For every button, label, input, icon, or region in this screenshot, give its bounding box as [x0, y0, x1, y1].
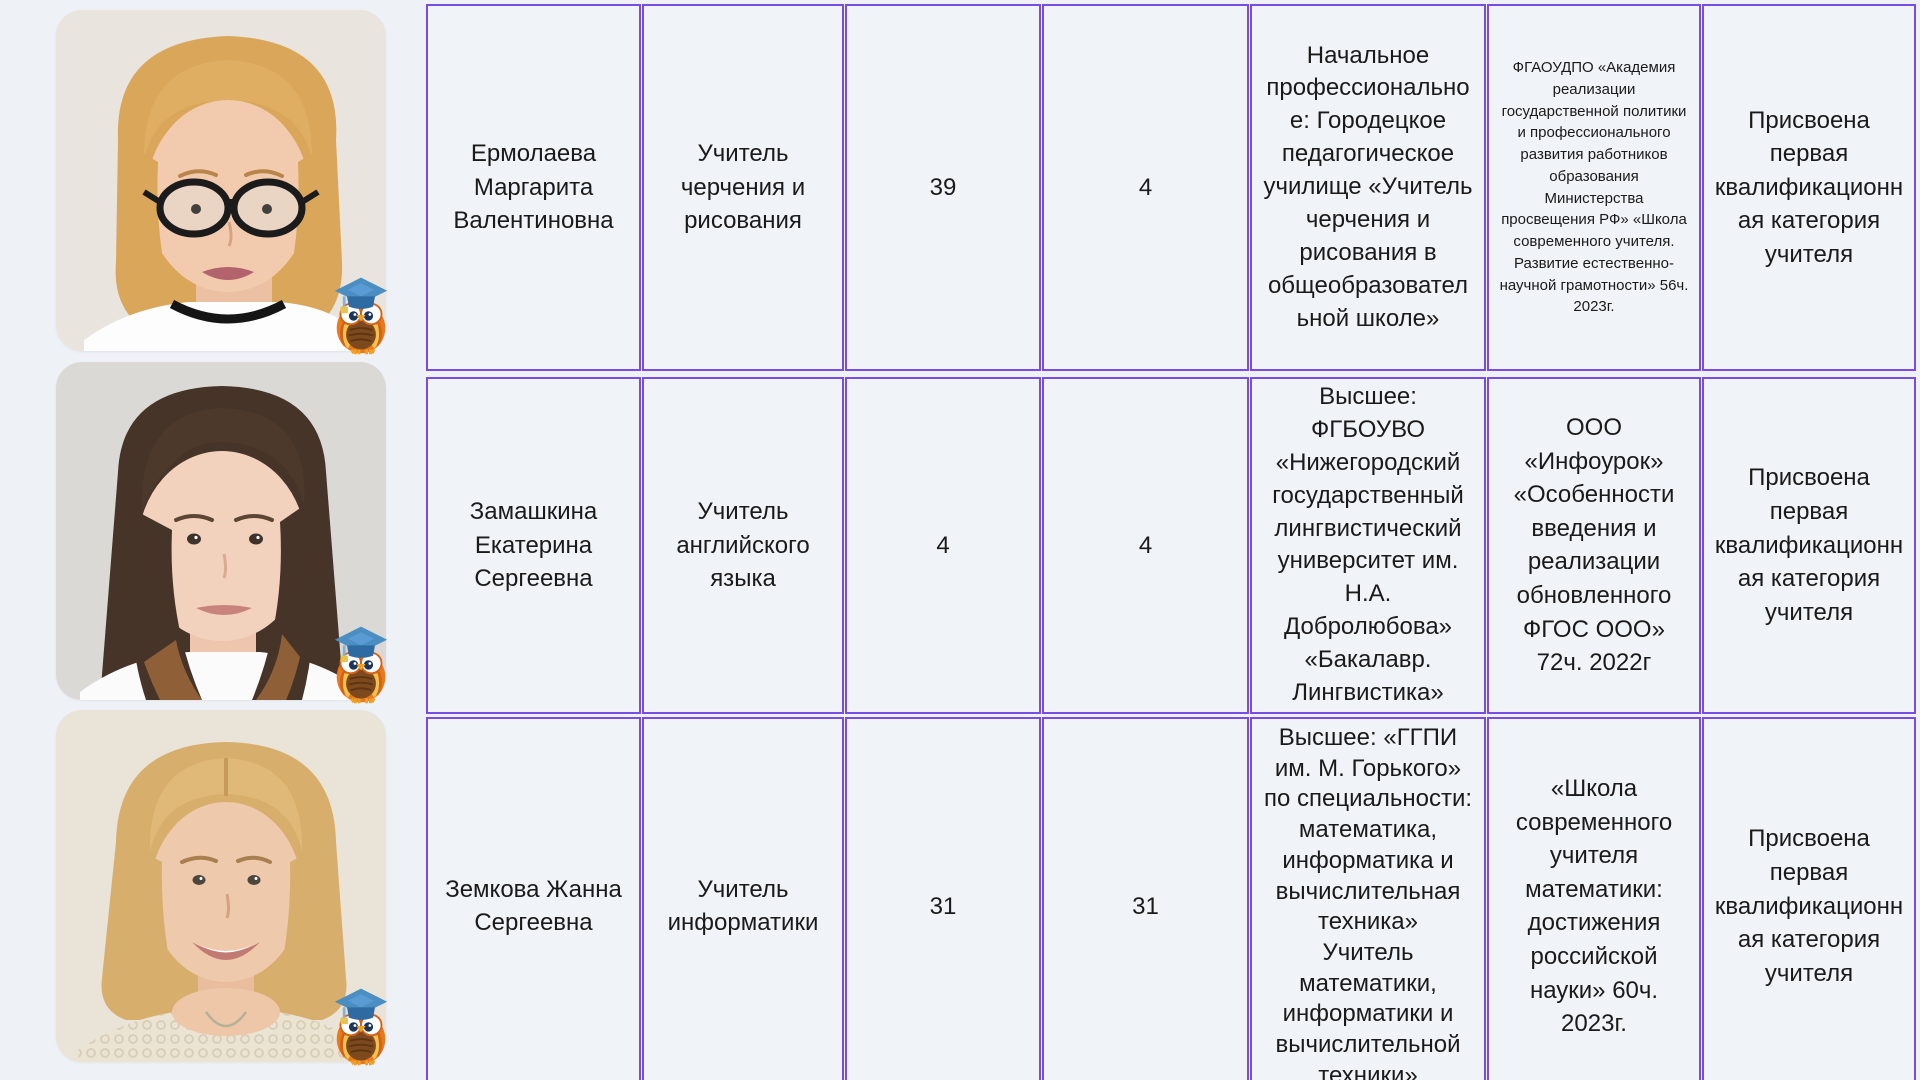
cell-experience-total: 31: [845, 717, 1041, 1080]
cell-education: Начальное профессиональное: Городецкое п…: [1250, 4, 1486, 371]
cell-experience-subject: 31: [1042, 717, 1249, 1080]
cell-education: Высшее: «ГГПИ им. М. Горького» по специа…: [1250, 717, 1486, 1080]
cell-position: Учитель английского языка: [642, 377, 844, 714]
cell-position: Учитель черчения и рисования: [642, 4, 844, 371]
teacher-photo-zamashkina: [56, 362, 388, 704]
teacher-photo-ermolaeva: [56, 10, 388, 355]
cell-category: Присвоена первая квалификационная катего…: [1702, 717, 1916, 1080]
cell-category: Присвоена первая квалификационная катего…: [1702, 377, 1916, 714]
owl-graduate-icon: [334, 626, 388, 704]
table-row: Земкова Жанна Сергеевна Учитель информат…: [426, 717, 1916, 1080]
teacher-photos-column: [56, 10, 388, 1066]
owl-graduate-icon: [334, 277, 388, 355]
cell-courses: ФГАОУДПО «Академия реализации государств…: [1487, 4, 1701, 371]
cell-education: Высшее: ФГБОУВО «Нижегородский государст…: [1250, 377, 1486, 714]
cell-name: Замашкина Екатерина Сергеевна: [426, 377, 641, 714]
table-row: Замашкина Екатерина Сергеевна Учитель ан…: [426, 377, 1916, 714]
cell-experience-total: 39: [845, 4, 1041, 371]
owl-graduate-icon: [334, 988, 388, 1066]
portrait-illustration: [56, 10, 386, 351]
table-row: Ермолаева Маргарита Валентиновна Учитель…: [426, 4, 1916, 371]
cell-name: Земкова Жанна Сергеевна: [426, 717, 641, 1080]
cell-courses: «Школа современного учителя математики: …: [1487, 717, 1701, 1080]
teacher-photo-zemkova: [56, 710, 388, 1066]
cell-name: Ермолаева Маргарита Валентиновна: [426, 4, 641, 371]
portrait-illustration: [56, 710, 386, 1062]
cell-experience-total: 4: [845, 377, 1041, 714]
portrait-illustration: [56, 362, 386, 700]
cell-experience-subject: 4: [1042, 377, 1249, 714]
cell-category: Присвоена первая квалификационная катего…: [1702, 4, 1916, 371]
teachers-table: Ермолаева Маргарита Валентиновна Учитель…: [426, 4, 1916, 1080]
cell-position: Учитель информатики: [642, 717, 844, 1080]
cell-experience-subject: 4: [1042, 4, 1249, 371]
cell-courses: ООО «Инфоурок» «Особенности введения и р…: [1487, 377, 1701, 714]
